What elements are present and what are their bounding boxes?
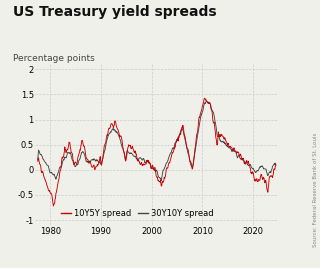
Text: Percentage points: Percentage points [13, 54, 94, 63]
Legend: 10Y5Y spread, 30Y10Y spread: 10Y5Y spread, 30Y10Y spread [57, 205, 217, 221]
Text: US Treasury yield spreads: US Treasury yield spreads [13, 5, 216, 19]
Text: Source: Federal Reserve Bank of St. Louis: Source: Federal Reserve Bank of St. Loui… [313, 132, 318, 247]
